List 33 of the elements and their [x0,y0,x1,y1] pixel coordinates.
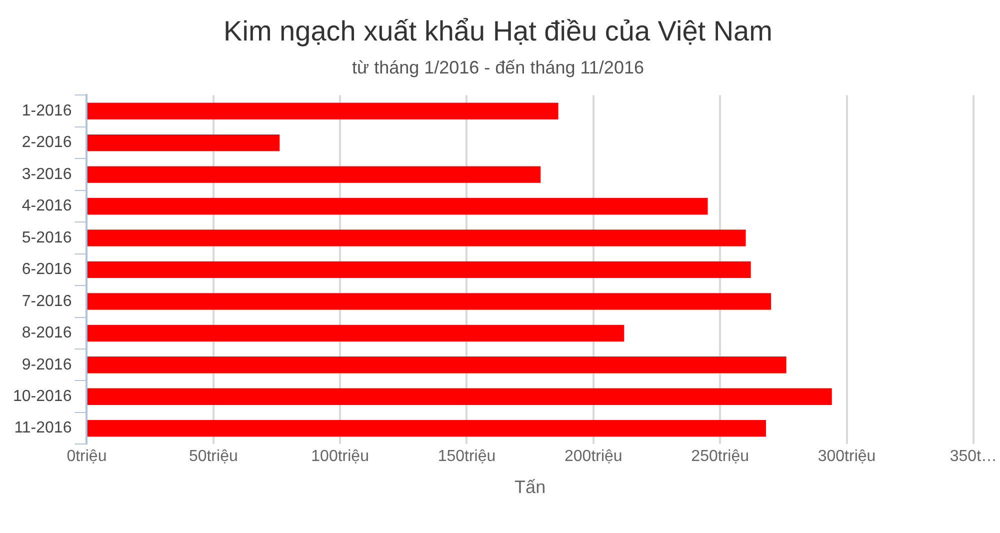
bar [87,102,558,120]
y-tick-label: 10-2016 [13,388,72,406]
x-tick-label: 0triệu [66,448,107,466]
x-tick-label: 250triệu [691,448,749,466]
bar [87,293,772,310]
bar [87,134,280,152]
y-tick-label: 4-2016 [22,198,72,215]
x-tick-label: 200triệu [564,448,622,466]
y-tick-label: 5-2016 [22,229,72,246]
bar [87,324,624,342]
y-tick-label: 7-2016 [22,292,72,310]
bar [87,230,746,246]
x-tick-label: 100triệu [311,448,369,466]
bar [87,198,708,215]
x-axis-title: Tấn [514,477,546,498]
y-tick-label: 1-2016 [22,102,72,120]
bar [87,166,541,183]
y-tick-label: 11-2016 [14,420,72,437]
y-tick-label: 8-2016 [22,324,72,342]
y-tick-label: 9-2016 [22,356,72,374]
y-tick-label: 3-2016 [22,166,72,183]
y-tick-label: 6-2016 [22,261,72,278]
bar [87,356,786,374]
chart-title: Kim ngạch xuất khẩu Hạt điều của Việt Nam [224,16,772,47]
x-tick-label: 150triệu [438,448,496,466]
chart-subtitle: từ tháng 1/2016 - đến tháng 11/2016 [352,57,644,78]
bar [87,261,751,278]
bar [87,388,832,405]
x-tick-label: 50triệu [188,448,238,466]
x-tick-label: 300triệu [818,448,876,466]
x-tick-label: 350t… [950,448,997,466]
bar [87,420,766,437]
y-tick-label: 2-2016 [22,134,72,152]
